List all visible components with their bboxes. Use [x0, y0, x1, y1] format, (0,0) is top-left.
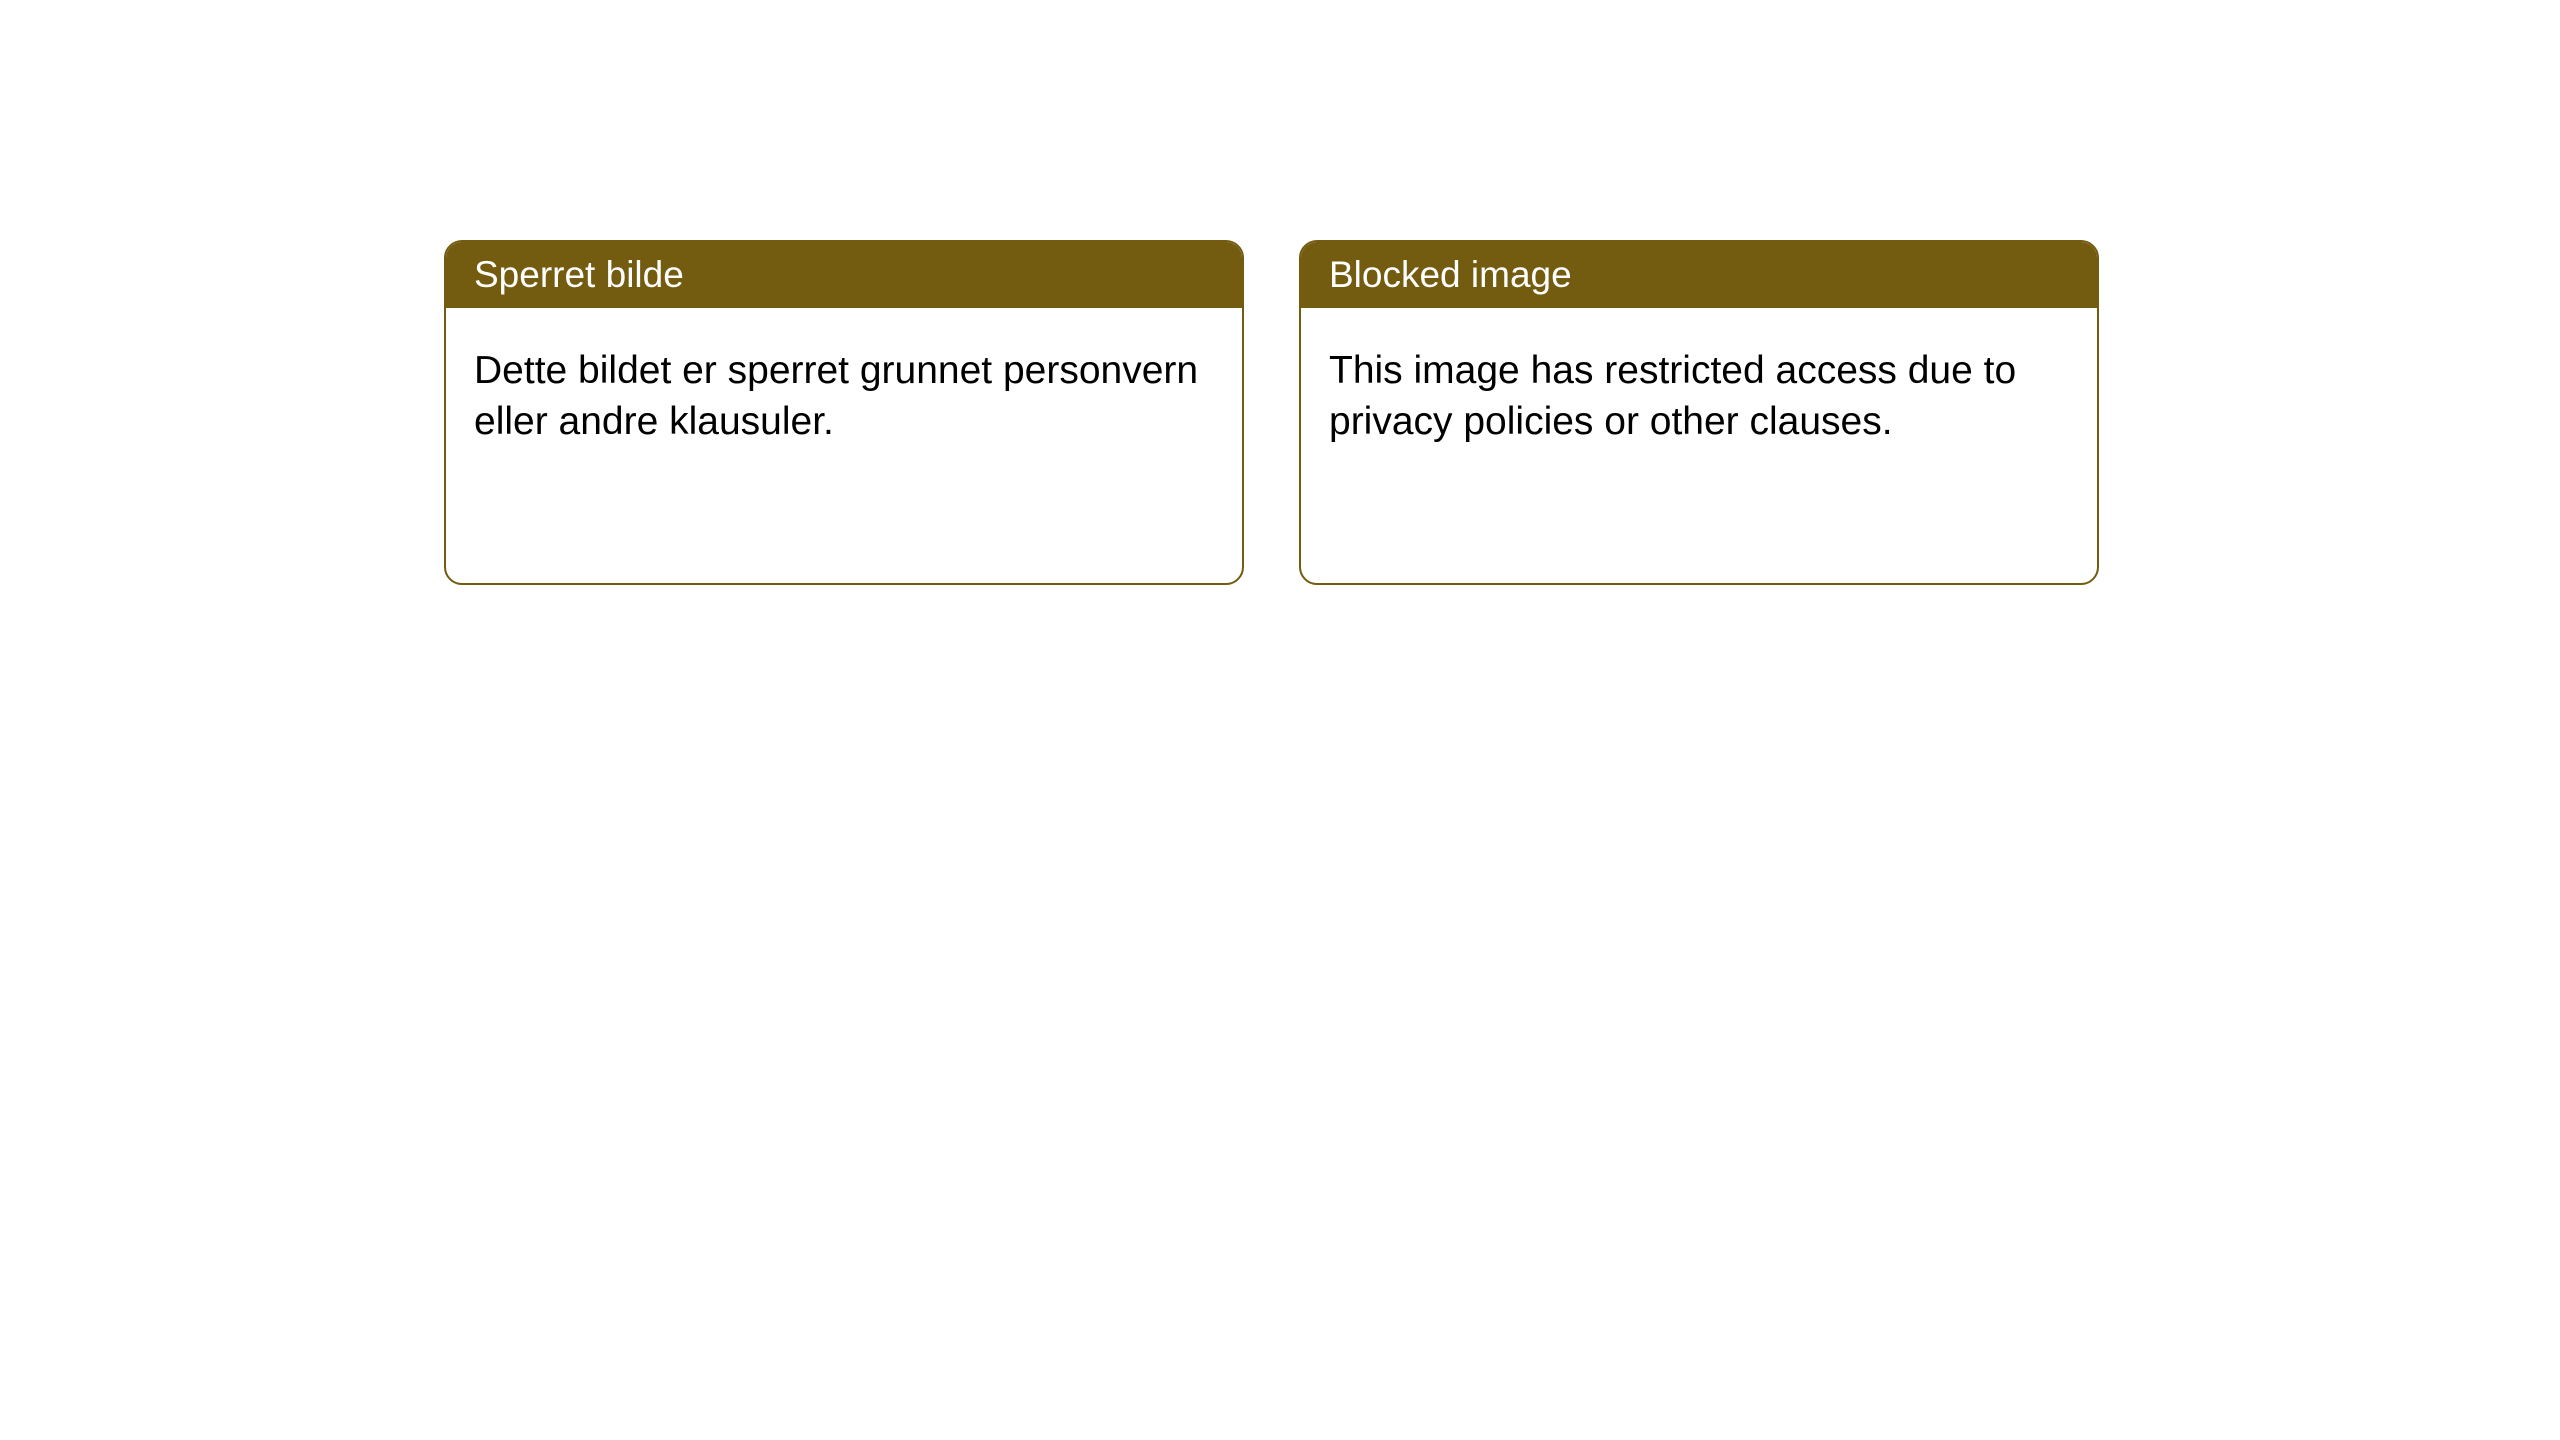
notice-header: Sperret bilde [446, 242, 1242, 308]
notice-box-english: Blocked image This image has restricted … [1299, 240, 2099, 585]
notice-body-text: This image has restricted access due to … [1329, 349, 2016, 443]
notice-body: Dette bildet er sperret grunnet personve… [446, 308, 1242, 583]
notice-header: Blocked image [1301, 242, 2097, 308]
notice-body-text: Dette bildet er sperret grunnet personve… [474, 349, 1198, 443]
notice-body: This image has restricted access due to … [1301, 308, 2097, 583]
notice-title: Sperret bilde [474, 254, 684, 295]
notice-container: Sperret bilde Dette bildet er sperret gr… [0, 0, 2560, 585]
notice-box-norwegian: Sperret bilde Dette bildet er sperret gr… [444, 240, 1244, 585]
notice-title: Blocked image [1329, 254, 1572, 295]
